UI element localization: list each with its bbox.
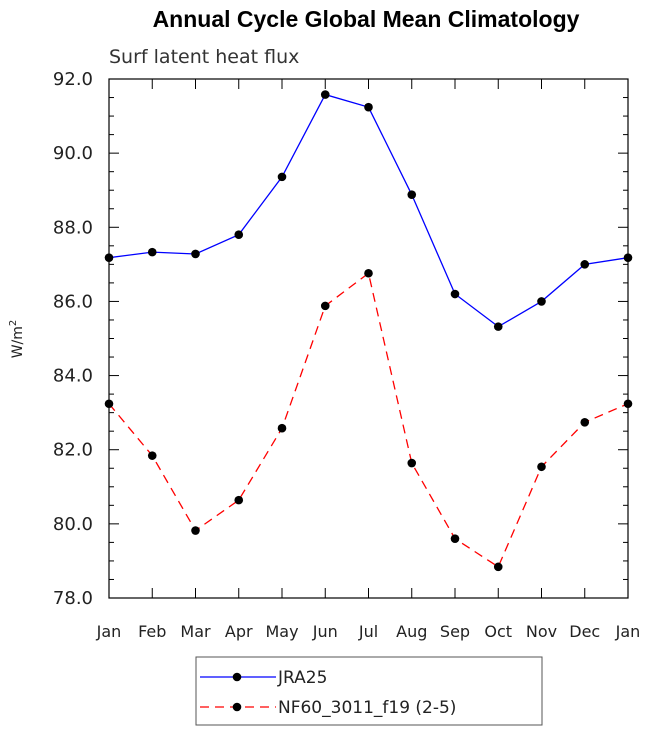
legend-label-2: NF60_3011_f19 (2-5) <box>278 698 456 718</box>
series-2-point <box>191 526 200 535</box>
series-2-point <box>147 451 157 460</box>
legend-box <box>195 656 543 726</box>
x-tick-label: Mar <box>180 622 211 641</box>
x-tick-label: Feb <box>138 622 166 641</box>
x-tick-label: Sep <box>440 622 470 641</box>
x-tick-label: Dec <box>569 622 600 641</box>
chart-title: Annual Cycle Global Mean Climatology <box>153 6 580 32</box>
x-tick-label: Aug <box>396 622 427 641</box>
y-tick-label: 86.0 <box>53 291 93 312</box>
y-tick-label: 78.0 <box>53 588 93 609</box>
x-tick-label: Jan <box>96 622 122 641</box>
y-tick-label: 82.0 <box>53 440 93 461</box>
y-tick-label: 88.0 <box>53 217 93 238</box>
series-line-2 <box>108 272 629 568</box>
x-tick-label: Jun <box>312 622 338 641</box>
series-layer <box>104 90 633 572</box>
series-line-1 <box>108 93 629 328</box>
series-2-point <box>407 458 417 468</box>
chart-subtitle: Surf latent heat flux <box>109 46 299 68</box>
series-1-point <box>450 289 460 299</box>
y-axis-ticks <box>109 78 628 599</box>
y-tick-label: 84.0 <box>53 366 93 387</box>
series-1-point <box>537 297 546 306</box>
plot-frame <box>108 78 629 599</box>
x-tick-label: Nov <box>526 622 557 641</box>
x-tick-label: Oct <box>484 622 512 641</box>
legend-marker-1 <box>232 672 242 682</box>
y-tick-label: 80.0 <box>53 514 93 535</box>
series-2-point <box>364 268 373 278</box>
series-2-point <box>493 562 503 572</box>
plot-area <box>104 78 633 599</box>
series-1-point <box>147 247 157 257</box>
y-tick-label: 92.0 <box>53 69 93 90</box>
series-1-point <box>407 190 417 199</box>
x-axis-labels: Jan Feb Mar Apr May Jun Jul Aug Sep Oct Nov Dec Jan <box>96 622 641 641</box>
legend-marker-2 <box>232 702 242 712</box>
series-2-point <box>537 462 546 472</box>
x-tick-label: Apr <box>225 622 253 641</box>
series-1-point <box>623 253 633 262</box>
series-2-point <box>623 399 633 409</box>
x-tick-label: Jan <box>615 622 641 641</box>
legend-items: JRA25 NF60_3011_f19 (2-5) <box>200 668 456 718</box>
series-2-point <box>234 495 244 505</box>
series-1-point <box>191 249 200 259</box>
series-2-point <box>277 423 287 433</box>
series-1-point <box>580 260 590 269</box>
series-1-point <box>364 102 373 112</box>
series-1-point <box>277 172 287 182</box>
series-2-point <box>450 534 460 543</box>
series-1-point <box>320 90 330 99</box>
legend: JRA25 NF60_3011_f19 (2-5) <box>195 656 543 726</box>
y-axis-label: W/m2 <box>8 320 26 359</box>
y-axis-label-superscript: 2 <box>8 320 19 326</box>
y-axis-label-text: W/m <box>10 326 26 358</box>
x-tick-label: May <box>265 622 298 641</box>
series-1-point <box>104 253 114 262</box>
series-2-point <box>320 301 330 311</box>
x-tick-label: Jul <box>358 622 378 641</box>
legend-label-1: JRA25 <box>277 668 327 688</box>
y-tick-label: 90.0 <box>53 143 93 164</box>
series-1-point <box>493 322 503 331</box>
series-2-point <box>104 399 114 409</box>
x-axis-ticks <box>108 79 629 598</box>
series-2-point <box>580 417 590 427</box>
y-axis-labels: 78.0 80.0 82.0 84.0 86.0 88.0 90.0 92.0 <box>53 69 93 609</box>
series-1-point <box>234 230 244 239</box>
